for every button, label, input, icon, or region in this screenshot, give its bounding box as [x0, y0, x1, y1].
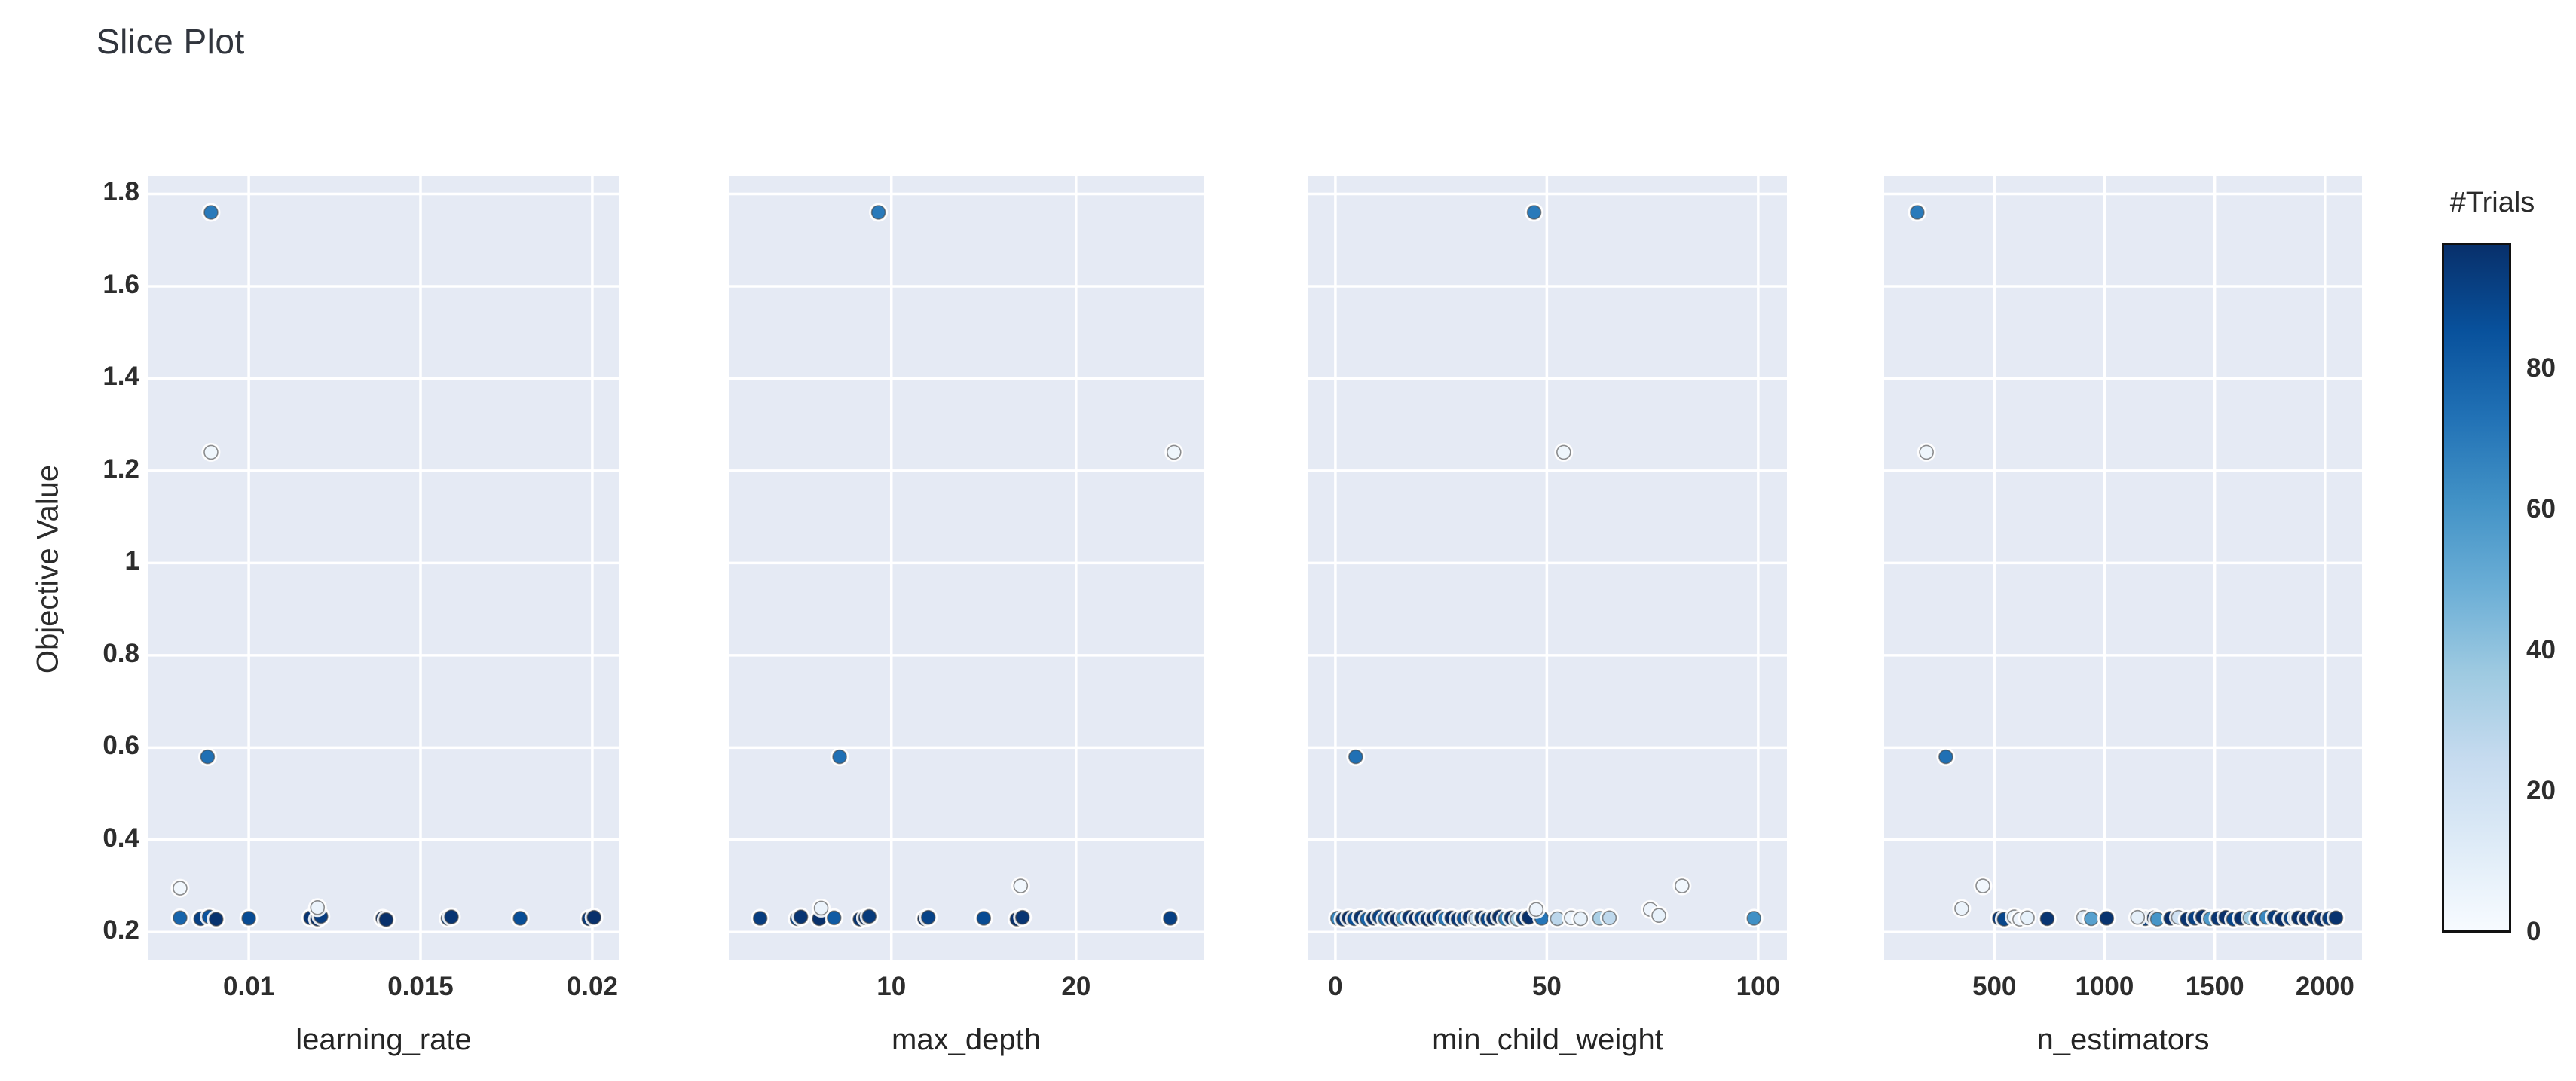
data-point [813, 900, 829, 916]
data-point [832, 749, 847, 765]
subplot-canvas-min_child_weight [1308, 176, 1787, 960]
subplot-panel-max_depth [729, 176, 1204, 960]
data-point [752, 911, 768, 926]
y-tick-label: 1 [124, 546, 139, 576]
x-tick-label: 0 [1328, 972, 1343, 1001]
x-tick-label: 10 [877, 972, 907, 1001]
y-tick-label: 1.6 [102, 269, 139, 299]
data-point [1675, 878, 1690, 893]
x-tick-label: 20 [1061, 972, 1091, 1001]
x-axis-title-n_estimators: n_estimators [2036, 1023, 2210, 1056]
data-point [512, 911, 528, 926]
data-point [1651, 908, 1666, 924]
subplot-canvas-max_depth [729, 176, 1204, 960]
data-point [1014, 909, 1030, 925]
data-point [1526, 205, 1542, 220]
y-tick-label: 0.4 [102, 823, 139, 853]
x-tick-label: 2000 [2295, 972, 2354, 1001]
data-point [1556, 444, 1571, 460]
data-point [1954, 901, 1969, 916]
data-point [310, 900, 326, 915]
x-tick-label: 100 [1736, 972, 1781, 1001]
colorbar-tick-label: 40 [2526, 635, 2556, 665]
data-point [173, 881, 188, 896]
data-point [1573, 911, 1589, 927]
colorbar-title: #Trials [2449, 187, 2535, 218]
x-axis-title-min_child_weight: min_child_weight [1432, 1023, 1663, 1056]
x-tick-label: 0.01 [223, 972, 275, 1001]
x-axis-title-max_depth: max_depth [892, 1023, 1041, 1056]
colorbar-tick-label: 20 [2526, 776, 2556, 806]
data-point [1163, 911, 1178, 926]
subplot-panel-n_estimators [1884, 176, 2362, 960]
y-tick-label: 1.8 [102, 177, 139, 207]
data-point [2084, 911, 2099, 927]
data-point [2328, 910, 2344, 926]
colorbar-tick-label: 0 [2526, 917, 2541, 946]
data-point [241, 911, 256, 926]
x-tick-label: 1500 [2185, 972, 2244, 1001]
data-point [378, 912, 394, 927]
data-point [173, 910, 188, 926]
y-tick-label: 0.6 [102, 731, 139, 761]
data-point [870, 205, 886, 220]
data-point [2020, 910, 2035, 926]
colorbar-tick-label: 80 [2526, 353, 2556, 383]
data-point [920, 909, 936, 925]
chart-title: Slice Plot [96, 22, 245, 61]
data-point [1528, 902, 1544, 918]
data-point [1602, 910, 1617, 926]
data-point [203, 205, 219, 220]
y-tick-label: 0.8 [102, 638, 139, 668]
subplot-panel-min_child_weight [1308, 176, 1787, 960]
data-point [1975, 878, 1990, 893]
y-tick-label: 0.2 [102, 915, 139, 945]
data-point [826, 910, 842, 926]
data-point [976, 911, 992, 926]
subplot-canvas-learning_rate [148, 176, 619, 960]
data-point [586, 909, 601, 925]
data-point [1348, 749, 1363, 765]
data-point [1910, 205, 1925, 220]
data-point [1166, 444, 1182, 460]
data-point [203, 444, 219, 460]
data-point [1013, 878, 1029, 893]
data-point [793, 909, 809, 924]
data-point [2130, 909, 2146, 925]
x-tick-label: 1000 [2075, 972, 2134, 1001]
data-point [200, 749, 216, 765]
data-point [861, 908, 877, 924]
data-point [208, 912, 224, 927]
data-point [1919, 444, 1934, 460]
x-tick-label: 0.015 [387, 972, 454, 1001]
colorbar-tick-label: 60 [2526, 494, 2556, 524]
y-tick-label: 1.2 [102, 453, 139, 484]
subplot-panel-learning_rate [148, 176, 619, 960]
data-point [444, 909, 459, 924]
x-tick-label: 50 [1531, 972, 1562, 1001]
data-point [2099, 911, 2115, 926]
x-tick-label: 500 [1972, 972, 2017, 1001]
x-tick-label: 0.02 [566, 972, 618, 1001]
y-tick-label: 1.4 [102, 362, 139, 392]
trials-colorbar [2442, 243, 2511, 933]
data-point [1938, 749, 1953, 765]
data-point [1746, 911, 1762, 926]
subplot-canvas-n_estimators [1884, 176, 2362, 960]
data-point [2039, 911, 2055, 927]
x-axis-title-learning_rate: learning_rate [295, 1023, 472, 1056]
